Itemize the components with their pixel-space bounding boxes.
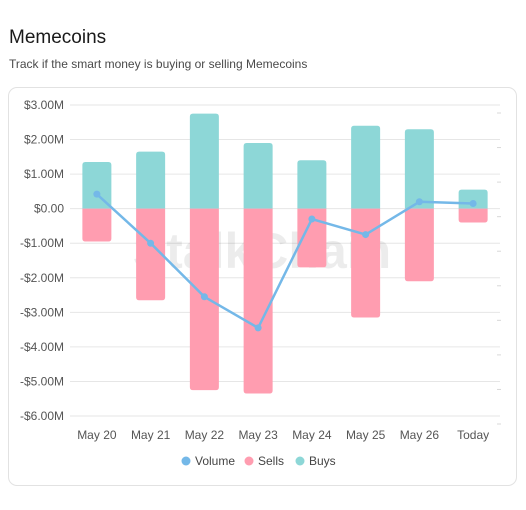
volume-point[interactable] [147,239,155,247]
legend-swatch[interactable] [244,456,254,466]
y-tick-label: -$2.00M [20,271,64,285]
y-tick-label: -$1.00M [20,236,64,250]
y-tick-label: -$3.00M [20,305,64,319]
buys-bar[interactable] [297,160,327,209]
volume-line [93,190,477,332]
x-tick-label: May 22 [185,428,225,442]
page-subtitle: Track if the smart money is buying or se… [9,57,308,71]
y-tick-label: $3.00M [24,98,64,112]
y-tick-label: $0.00 [34,202,64,216]
y-tick-label: -$5.00M [20,374,64,388]
volume-point[interactable] [93,190,101,198]
x-axis-ticks: May 20 May 21 May 22 May 23 May 24 May 25 May … [77,428,489,442]
y-axis-ticks: $3.00M $2.00M $1.00M $0.00 -$1.00M -$2.00M -$3… [20,98,64,423]
legend-label[interactable]: Volume [195,454,235,468]
buys-bar[interactable] [243,143,273,209]
buys-bar[interactable] [351,125,381,209]
volume-point[interactable] [469,199,477,207]
sells-bar[interactable] [351,208,381,318]
x-tick-label: May 23 [238,428,278,442]
buys-bar[interactable] [189,113,219,209]
volume-point[interactable] [254,324,262,332]
x-tick-label: Today [457,428,489,442]
y-tick-label: -$6.00M [20,409,64,423]
legend-label[interactable]: Buys [309,454,336,468]
legend-swatch[interactable] [295,456,305,466]
sells-bar[interactable] [404,208,434,282]
legend[interactable]: Volume Sells Buys [181,454,336,468]
x-tick-label: May 20 [77,428,117,442]
y-tick-label: $2.00M [24,133,64,147]
page-title: Memecoins [9,27,107,48]
x-tick-label: May 26 [400,428,440,442]
sells-bar[interactable] [243,208,273,394]
sells-bar[interactable] [82,208,112,242]
sells-bar[interactable] [297,208,327,268]
buys-bar[interactable] [136,151,166,209]
sells-bar[interactable] [136,208,166,301]
x-tick-label: May 24 [292,428,332,442]
legend-label[interactable]: Sells [258,454,284,468]
volume-point[interactable] [362,231,370,239]
volume-line-path [96,193,474,330]
buys-bar[interactable] [82,162,112,209]
volume-point[interactable] [415,198,423,206]
y-tick-label: $1.00M [24,167,64,181]
buys-bar[interactable] [404,129,434,209]
volume-point[interactable] [308,215,316,223]
x-tick-label: May 25 [346,428,386,442]
x-tick-label: May 21 [131,428,171,442]
volume-point[interactable] [200,293,208,301]
sells-bar[interactable] [458,208,488,223]
y-tick-label: -$4.00M [20,340,64,354]
legend-swatch[interactable] [181,456,191,466]
